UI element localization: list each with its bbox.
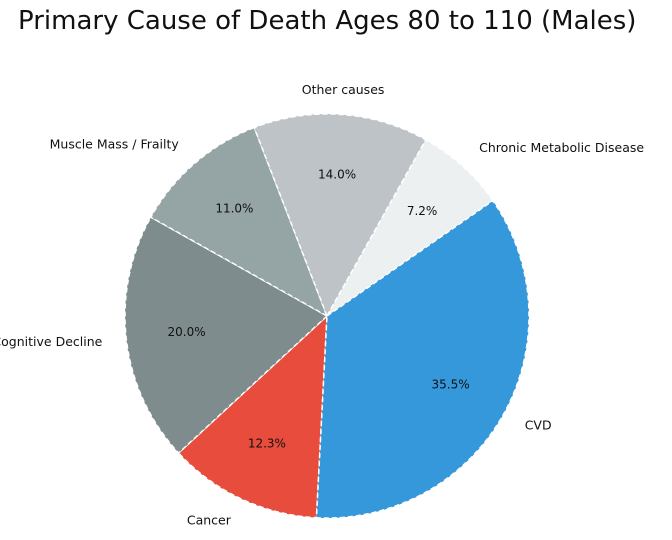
category-labels: Cancer Cognitive Decline Muscle Mass / Fra… xyxy=(0,82,644,527)
pct-label-cognitive-decline: 20.0% xyxy=(168,325,206,339)
chart-title: Primary Cause of Death Ages 80 to 110 (M… xyxy=(18,6,637,36)
category-label-chronic-metabolic-disease: Chronic Metabolic Disease xyxy=(479,140,644,155)
category-label-muscle-mass-frailty: Muscle Mass / Frailty xyxy=(50,137,180,152)
pct-label-cvd: 35.5% xyxy=(432,377,470,391)
pie-slice-chronic-metabolic-disease xyxy=(326,138,494,317)
category-label-cognitive-decline: Cognitive Decline xyxy=(0,334,103,349)
pct-label-chronic-metabolic-disease: 7.2% xyxy=(407,204,438,218)
percent-labels: 12.3% 20.0% 11.0% 14.0% 7.2% 35.5% xyxy=(168,168,470,451)
pie-slice-muscle-mass-frailty xyxy=(149,126,329,318)
pie-slice-cvd xyxy=(315,199,530,519)
pie-slice-cognitive-decline xyxy=(124,216,329,455)
pie-slice-other-causes xyxy=(253,113,427,318)
category-label-cancer: Cancer xyxy=(187,512,232,527)
category-label-other-causes: Other causes xyxy=(302,82,385,97)
pct-label-other-causes: 14.0% xyxy=(318,168,356,182)
pie-slices xyxy=(124,113,530,519)
category-label-cvd: CVD xyxy=(525,418,552,433)
pct-label-cancer: 12.3% xyxy=(248,437,286,451)
pct-label-muscle-mass-frailty: 11.0% xyxy=(215,202,253,216)
pie-slice-cancer xyxy=(177,314,328,519)
